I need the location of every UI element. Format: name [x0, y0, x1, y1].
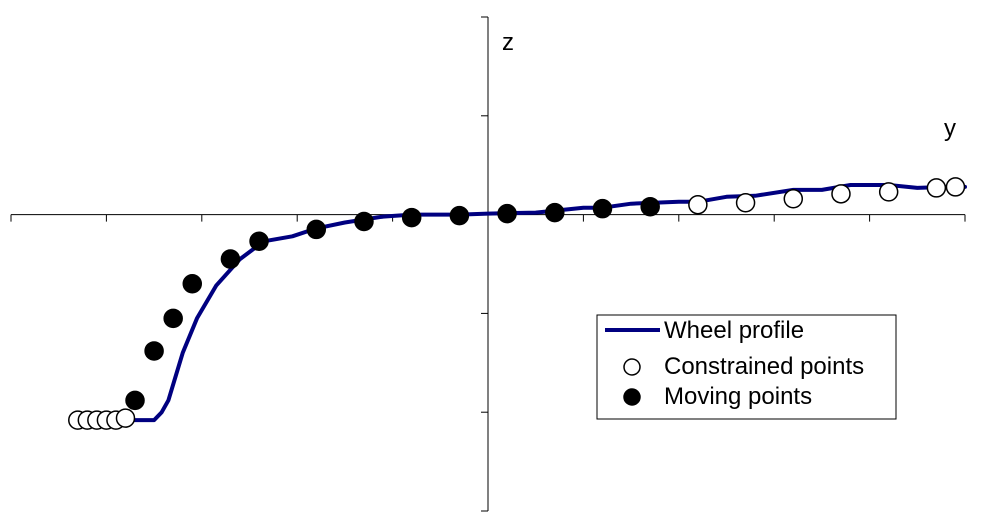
moving-point: [249, 231, 269, 252]
moving-point: [592, 198, 613, 219]
moving-point: [640, 196, 660, 217]
moving-point: [306, 219, 327, 240]
moving-point: [497, 203, 517, 224]
moving-point: [125, 390, 145, 411]
constrained-point: [878, 182, 899, 202]
constrained-point: [735, 192, 756, 213]
z-axis-label: z: [502, 29, 514, 56]
legend-constrained-marker: [623, 358, 641, 376]
moving-point: [220, 249, 241, 269]
moving-point: [545, 202, 565, 223]
constrained-point: [926, 178, 947, 198]
legend: Wheel profile Constrained points Moving …: [596, 314, 897, 420]
series-layer: [68, 177, 967, 430]
moving-point: [182, 274, 203, 294]
y-axis-label: y: [944, 115, 956, 142]
constrained-point: [945, 177, 966, 197]
legend-moving-marker: [623, 388, 641, 406]
constrained-point: [115, 408, 136, 428]
moving-point: [449, 205, 470, 226]
moving-point: [163, 308, 183, 329]
legend-item-wheel-profile: Wheel profile: [664, 317, 804, 344]
moving-point: [144, 341, 164, 361]
legend-item-moving-points: Moving points: [664, 383, 812, 410]
legend-item-constrained-points: Constrained points: [664, 353, 864, 380]
moving-point: [354, 211, 374, 232]
constrained-point: [831, 184, 851, 204]
legend-box: [596, 314, 897, 420]
constrained-point: [783, 189, 804, 209]
constrained-point: [688, 194, 708, 215]
axes: [10, 16, 966, 512]
moving-point: [401, 207, 422, 228]
